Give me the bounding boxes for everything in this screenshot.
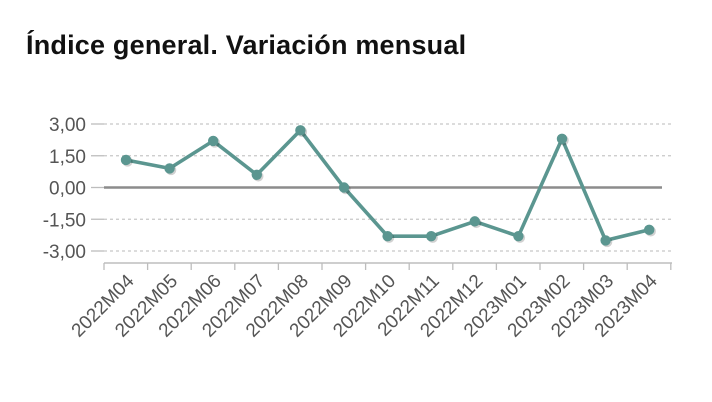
data-point	[513, 230, 524, 242]
series-path	[124, 128, 651, 243]
y-axis-tick-labels: 3,00 1,50 0,00 -1,50 -3,00	[43, 115, 86, 263]
series-line	[124, 128, 651, 243]
data-point	[469, 216, 480, 227]
data-point	[164, 163, 175, 174]
data-point	[251, 169, 262, 180]
x-axis	[103, 262, 672, 270]
data-point	[338, 182, 350, 193]
data-point	[295, 125, 306, 136]
data-point	[120, 154, 132, 166]
data-point	[426, 230, 437, 242]
y-tick-label: 3,00	[49, 115, 86, 136]
chart-title: Índice general. Variación mensual	[26, 30, 467, 60]
y-tick-label: 0,00	[49, 179, 86, 200]
data-point	[556, 133, 568, 145]
data-point	[600, 235, 611, 246]
data-point	[644, 224, 655, 236]
x-axis-tick-labels: 2022M042022M052022M062022M072022M082022M…	[68, 270, 662, 341]
y-tick-label: -1,50	[43, 210, 86, 231]
grid-lines	[91, 123, 672, 252]
y-tick-label: -3,00	[43, 242, 86, 263]
data-point	[382, 230, 393, 242]
y-tick-label: 1,50	[49, 147, 86, 168]
data-points	[120, 125, 656, 248]
data-point	[208, 135, 219, 147]
